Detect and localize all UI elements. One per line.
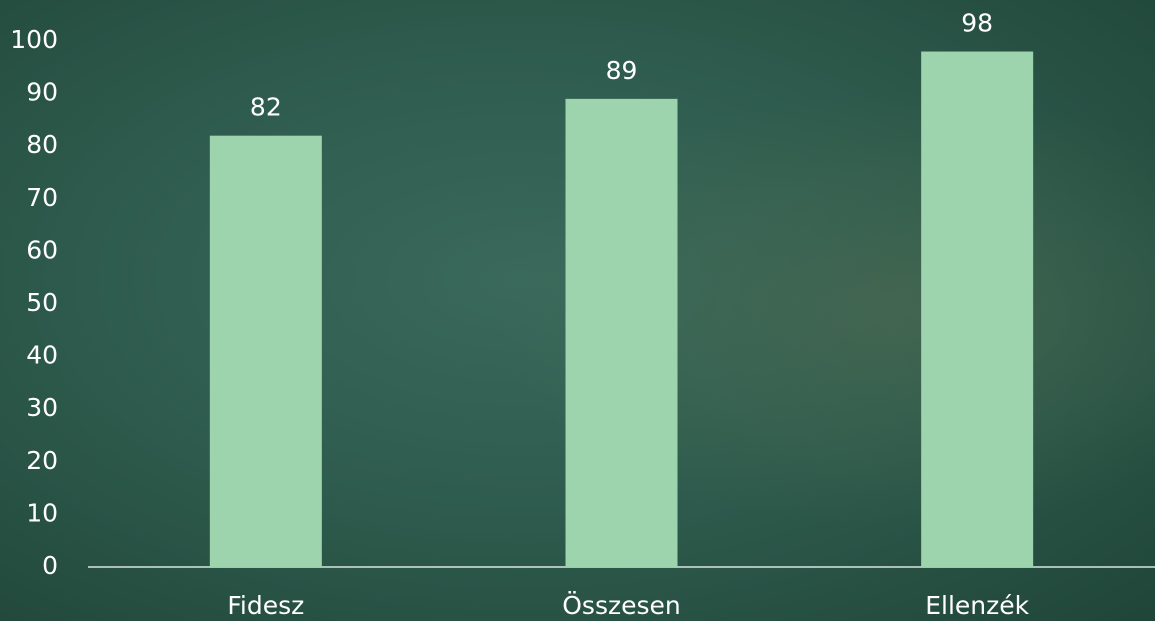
y-tick-label: 0: [42, 551, 58, 580]
y-tick-label: 10: [26, 498, 58, 527]
x-tick-label: Fidesz: [227, 591, 304, 620]
data-label: 98: [961, 9, 993, 38]
y-tick-label: 100: [10, 25, 58, 54]
bar: [566, 99, 678, 567]
y-tick-label: 50: [26, 288, 58, 317]
chart: 0 10 20 30 40 50 60 70 80 90 100 Fidesz 82 Összesen 89…: [0, 0, 1155, 621]
y-tick-label: 90: [26, 78, 58, 107]
y-tick-label: 30: [26, 393, 58, 422]
bar: [921, 52, 1033, 567]
data-label: 89: [606, 56, 638, 85]
x-tick-label: Ellenzék: [925, 591, 1029, 620]
y-tick-label: 40: [26, 341, 58, 370]
x-tick-label: Összesen: [562, 591, 680, 620]
y-tick-label: 80: [26, 130, 58, 159]
y-tick-label: 20: [26, 446, 58, 475]
y-tick-label: 70: [26, 183, 58, 212]
data-label: 82: [250, 93, 282, 122]
page: 0 10 20 30 40 50 60 70 80 90 100 Fidesz 82 Összesen 89…: [0, 0, 1155, 621]
y-tick-label: 60: [26, 235, 58, 264]
bar: [210, 136, 322, 567]
